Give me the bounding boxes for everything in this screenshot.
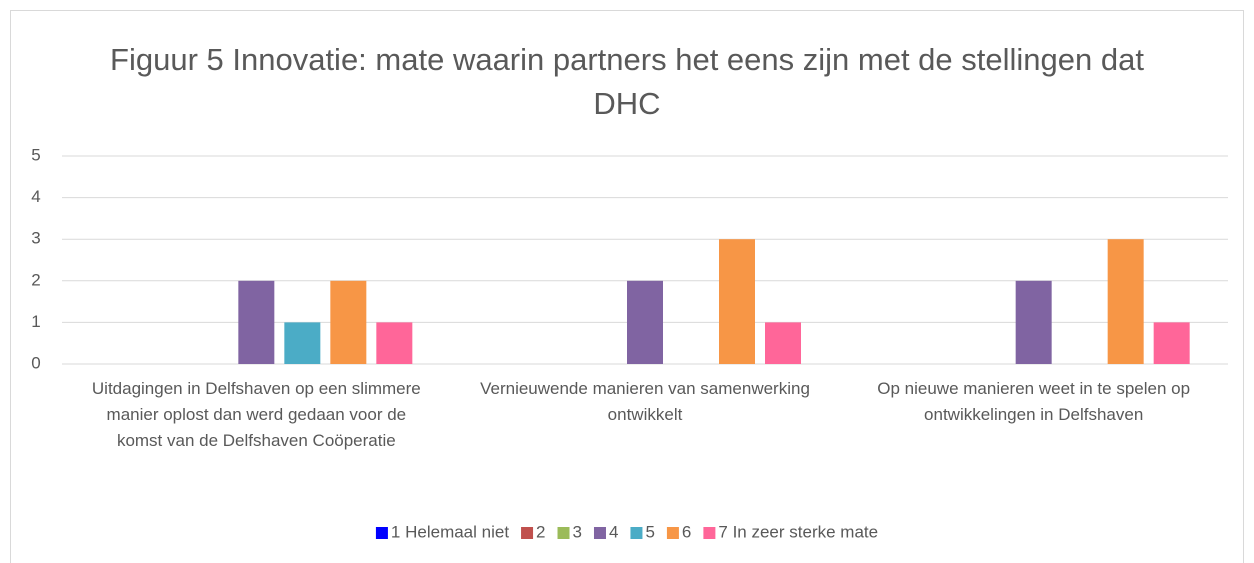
x-tick-label: Op nieuwe manieren weet in te spelen op … [877,379,1191,424]
y-tick-label: 2 [31,270,40,289]
bar [238,280,275,364]
x-label-box: Op nieuwe manieren weet in te spelen op … [877,379,1191,424]
bar [1107,239,1144,364]
legend-label: 5 [645,522,654,541]
x-tick-label: Uitdagingen in Delfshaven op een slimmer… [91,379,421,450]
bar [627,280,663,364]
x-tick-label: Vernieuwende manieren van samenwerking o… [480,379,810,424]
legend-label: 4 [609,522,618,541]
y-tick-label: 1 [31,312,40,331]
title-box: Figuur 5 Innovatie: mate waarin partners… [110,42,1144,121]
bar [1153,322,1190,364]
legend: 1 Helemaal niet 2 3 4 5 6 7 In zeer sterke mat… [375,522,878,541]
bar [719,239,755,364]
y-tick-label: 3 [31,229,40,248]
y-tick-label: 5 [31,145,40,164]
legend-swatch [666,527,679,539]
legend-label: 7 In zeer sterke mate [718,522,878,541]
legend-swatch [703,527,716,539]
legend-label: 3 [573,522,582,541]
legend-swatch [521,527,534,539]
bar [1015,280,1052,364]
bar [376,322,413,364]
legend-label: 6 [682,522,691,541]
chart-title: Figuur 5 Innovatie: mate waarin partners… [110,42,1144,121]
x-label-box: Uitdagingen in Delfshaven op een slimmer… [91,379,421,450]
legend-swatch [630,527,643,539]
bar [284,322,321,364]
bar [765,322,801,364]
x-label-box: Vernieuwende manieren van samenwerking o… [480,379,810,424]
y-tick-label: 0 [31,353,40,372]
legend-swatch [557,527,570,539]
legend-swatch [375,527,388,539]
y-tick-label: 4 [31,187,40,206]
bar [330,280,367,364]
legend-swatch [593,527,606,539]
legend-label: 2 [536,522,545,541]
legend-label: 1 Helemaal niet [391,522,509,541]
